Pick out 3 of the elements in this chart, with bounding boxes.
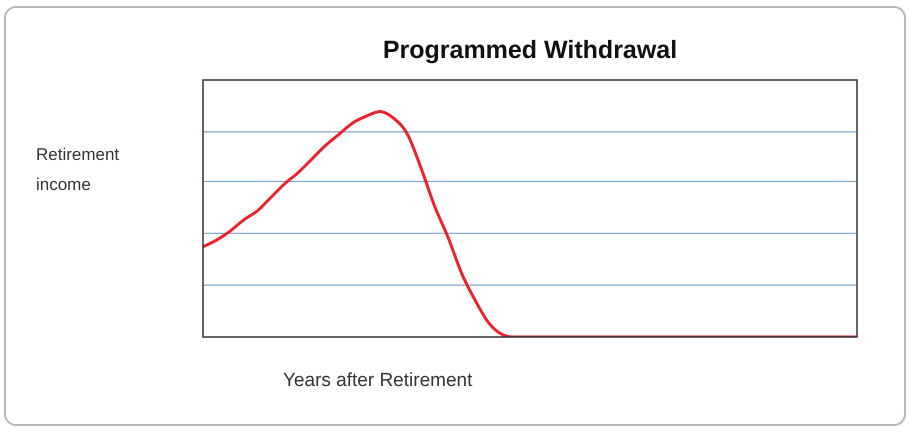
chart-title: Programmed Withdrawal bbox=[382, 36, 678, 65]
y-axis-title: Retirement income bbox=[36, 144, 120, 196]
x-axis-title: Years after Retirement bbox=[283, 370, 472, 392]
